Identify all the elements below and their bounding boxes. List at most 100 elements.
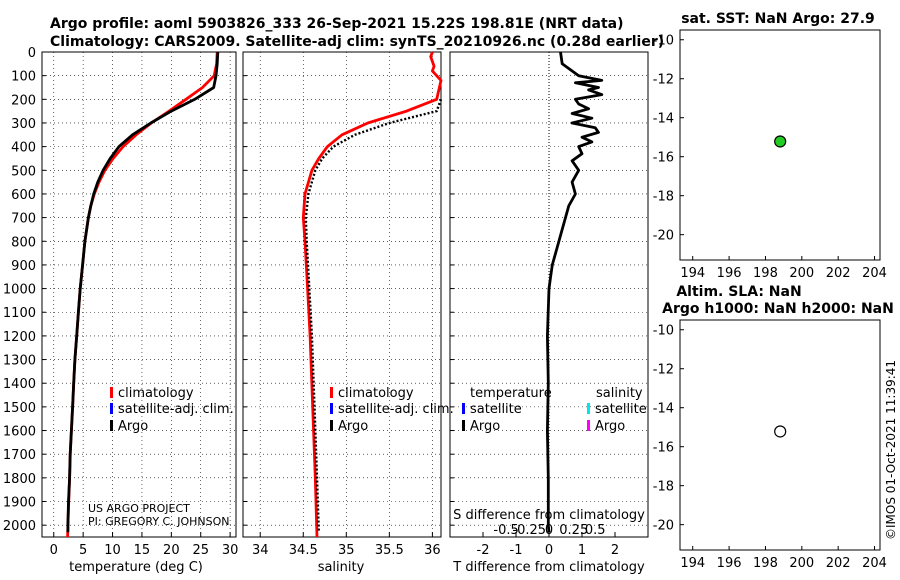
imos-watermark: ©IMOS 01-Oct-2021 11:39:41 [884,360,898,540]
credit-line2: PI: GREGORY C. JOHNSON [88,515,229,528]
sla-panel-title-line2: Argo h1000: NaN h2000: NaN [662,301,894,317]
map-y-tick-label: -12 [653,73,674,88]
x-tick-label: -1 [510,543,523,558]
x-tick-label: 34.5 [289,543,318,558]
x-tick-label: 36 [424,543,441,558]
legend-satellite-label: satellite-adj. clim. [118,402,234,417]
map-y-tick-label: -18 [653,480,674,495]
salinity-diff-tick-label: -0.25 [512,523,546,538]
tick-layer: 0 5 10 15 20 25 30 34 34.5 35 35.5 36 -2 -1 0 1 20100200… [3,34,887,571]
depth-tick-label: 600 [11,188,36,203]
legend-sal-argo-label: Argo [338,419,368,434]
figure-title-line1: Argo profile: aoml 5903826_333 26-Sep-20… [50,16,624,32]
depth-tick-label: 300 [11,117,36,132]
legend-diff-t-satellite-label: satellite [470,402,522,417]
depth-tick-label: 1700 [3,448,36,463]
map-y-tick-label: -16 [653,151,674,166]
salinity-diff-tick-label: 0.25 [559,523,588,538]
legend-difference: temperature salinity satellite Argo sate… [462,386,647,434]
map-y-tick-label: -20 [653,519,674,534]
map-x-tick-label: 204 [862,266,887,281]
depth-tick-label: 1000 [3,283,36,298]
legend-sal-argo-swatch [330,420,333,431]
x-tick-label: 10 [104,543,121,558]
map-y-tick-label: -12 [653,363,674,378]
depth-tick-label: 800 [11,235,36,250]
map-x-tick-label: 200 [789,266,814,281]
float-position-marker [774,135,787,148]
map-x-tick-label: 196 [717,266,742,281]
legend-argo-label: Argo [118,419,148,434]
credit-line1: US ARGO PROJECT [88,502,190,515]
depth-tick-label: 500 [11,164,36,179]
legend-diff-s-satellite-label: satellite [595,402,647,417]
temperature-x-label: temperature (deg C) [69,560,203,575]
x-tick-label: 2 [611,543,619,558]
x-tick-label: 30 [222,543,239,558]
map-x-tick-label: 198 [753,266,778,281]
depth-tick-label: 700 [11,212,36,227]
depth-tick-label: 1900 [3,496,36,511]
map-y-tick-label: -14 [653,402,674,417]
series-line-argo [304,98,443,533]
depth-tick-label: 1200 [3,330,36,345]
map-y-tick-label: -16 [653,441,674,456]
depth-tick-label: 1800 [3,472,36,487]
figure-title-line2: Climatology: CARS2009. Satellite-adj cli… [50,34,664,50]
x-tick-label: 35 [338,543,355,558]
series-line-climatology [301,51,443,538]
grid-layer [42,51,648,537]
x-tick-label: 15 [134,543,151,558]
legend-climatology-swatch [110,387,113,398]
legend-diff-temperature-head: temperature [470,386,552,401]
map-x-tick-label: 194 [680,266,705,281]
series-line-argo [66,51,220,533]
legend-diff-s-satellite-swatch [587,403,590,414]
map-y-tick-label: -10 [653,324,674,339]
legend-diff-salinity-head: salinity [596,386,643,401]
x-tick-label: 25 [192,543,209,558]
x-tick-label: 34 [252,543,269,558]
legend-diff-s-argo-swatch [587,420,590,431]
legend-diff-s-argo-label: Argo [595,419,625,434]
legend-sal-climatology-swatch [330,387,333,398]
legend-sal-satellite-swatch [330,403,333,414]
legend-argo-swatch [110,420,113,431]
map-x-tick-label: 204 [862,556,887,571]
depth-tick-label: 0 [28,46,36,61]
x-tick-label: 35.5 [375,543,404,558]
salinity-diff-tick-label: 0.5 [585,523,606,538]
depth-tick-label: 1500 [3,401,36,416]
depth-tick-label: 1100 [3,306,36,321]
legend-diff-t-argo-label: Argo [470,419,500,434]
x-tick-label: 0 [545,543,553,558]
depth-tick-label: 1600 [3,425,36,440]
legend-diff-t-satellite-swatch [462,403,465,414]
map-y-tick-label: -10 [653,34,674,49]
map-y-tick-label: -14 [653,112,674,127]
map-x-tick-label: 196 [717,556,742,571]
depth-tick-label: 1300 [3,354,36,369]
sst-panel-title: sat. SST: NaN Argo: 27.9 [681,11,875,27]
map-x-tick-label: 194 [680,556,705,571]
salinity-axes [242,51,442,538]
salinity-x-label: salinity [318,560,365,575]
float-position-marker [774,425,787,438]
legend-satellite-swatch [110,403,113,414]
legend-sal-climatology-label: climatology [338,386,414,401]
depth-tick-label: 900 [11,259,36,274]
depth-tick-label: 2000 [3,519,36,534]
legend-sal-satellite-label: satellite-adj. clim. [338,402,454,417]
x-tick-label: 5 [79,543,87,558]
map-x-tick-label: 198 [753,556,778,571]
map-x-tick-label: 202 [826,266,851,281]
sla-panel-title-line1: Altim. SLA: NaN [676,284,801,300]
depth-tick-label: 400 [11,141,36,156]
map-y-tick-label: -18 [653,190,674,205]
map-y-tick-label: -20 [653,229,674,244]
x-tick-label: 0 [50,543,58,558]
difference-x-label: T difference from climatology [452,560,645,575]
series-layer [66,51,787,538]
legend-climatology-label: climatology [118,386,194,401]
